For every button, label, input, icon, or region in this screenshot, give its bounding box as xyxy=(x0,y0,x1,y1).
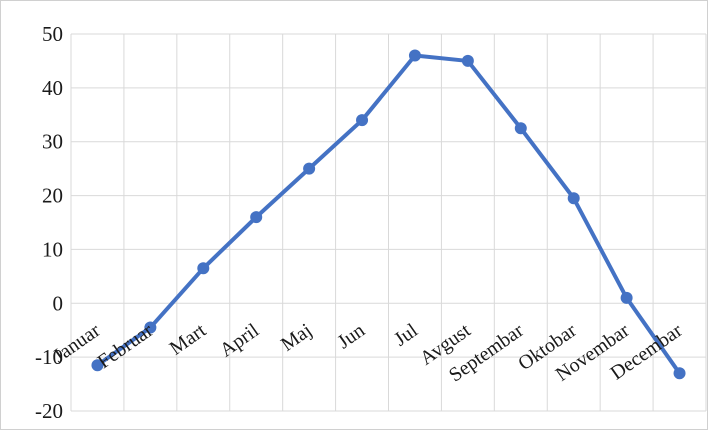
data-point-novembar xyxy=(620,291,633,304)
data-point-februar xyxy=(144,321,157,334)
x-category-label: Jun xyxy=(334,319,369,353)
y-tick-label: 40 xyxy=(42,76,63,100)
data-point-oktobar xyxy=(567,192,580,205)
data-point-jun xyxy=(356,114,369,127)
y-axis-tick-labels: -20 -10 0 10 20 30 40 50 xyxy=(35,22,63,423)
y-tick-label: 50 xyxy=(42,22,63,46)
y-tick-label: 10 xyxy=(42,237,63,261)
x-category-label: Jul xyxy=(390,319,422,351)
data-point-jul xyxy=(408,49,421,62)
y-tick-label: 0 xyxy=(53,291,64,315)
series-layer xyxy=(91,49,686,380)
data-point-mart xyxy=(197,262,210,275)
data-point-avgust xyxy=(461,54,474,67)
x-category-label: Februar xyxy=(94,319,158,373)
y-tick-label: -10 xyxy=(35,345,63,369)
x-category-label: Mart xyxy=(166,319,211,360)
data-point-maj xyxy=(303,162,316,175)
data-point-januar xyxy=(91,359,104,372)
y-tick-label: -20 xyxy=(35,399,63,423)
data-point-septembar xyxy=(514,122,527,135)
y-tick-label: 30 xyxy=(42,130,63,154)
data-point-decembar xyxy=(673,367,686,380)
gridlines xyxy=(70,33,707,412)
x-category-label: April xyxy=(216,319,264,361)
y-tick-label: 20 xyxy=(42,184,63,208)
series-line xyxy=(95,53,682,376)
data-point-april xyxy=(250,211,263,224)
